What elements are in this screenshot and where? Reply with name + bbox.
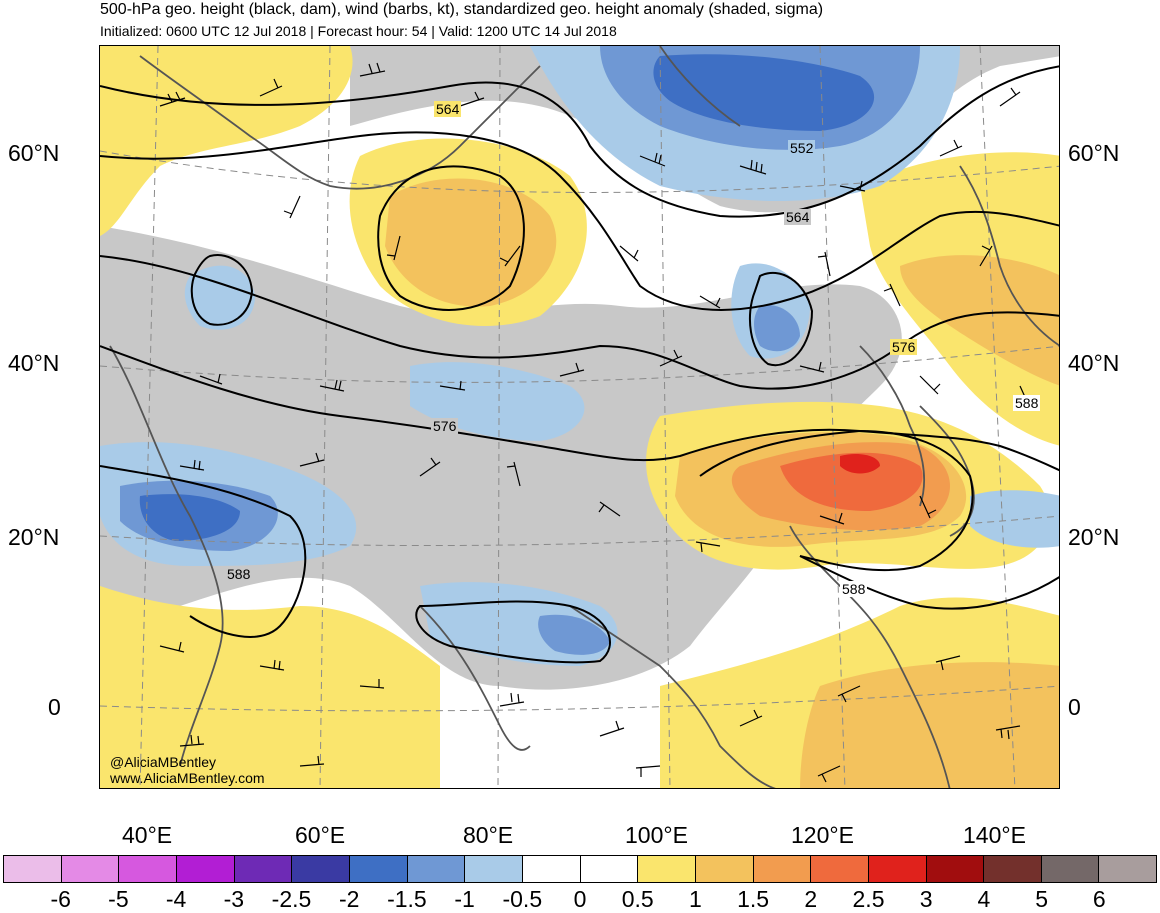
map-canvas [100,46,1059,788]
colorbar-swatch [753,856,812,882]
anomaly-colorbar [3,855,1157,883]
colorbar-label: 2 [804,886,818,912]
lat-label-left-40n: 40°N [8,350,60,376]
anomaly-lightblue-wpac [970,490,1059,548]
colorbar-label: 1 [688,886,702,912]
lon-label-100e: 100°E [625,822,688,848]
colorbar-label: 3 [919,886,933,912]
credit-handle: @AliciaMBentley [110,754,217,770]
wind-barbs [159,62,1037,783]
lat-label-right-20n: 20°N [1068,524,1120,550]
anomaly-deepblue-north [653,54,875,131]
colorbar-swatch [1099,856,1157,882]
contour-label-588-b: 588 [1013,395,1041,411]
lon-label-120e: 120°E [791,822,854,848]
colorbar-swatch [522,856,581,882]
colorbar-swatch [868,856,927,882]
credit-site: www.AliciaMBentley.com [110,770,265,786]
colorbar-swatch [119,856,177,882]
contour-label-588-c: 588 [840,581,868,597]
chart-subtitle: Initialized: 0600 UTC 12 Jul 2018 | Fore… [100,23,617,39]
anomaly-blue-india [538,614,610,655]
contour-label-564-a: 564 [434,101,462,117]
colorbar-swatch [638,856,696,882]
coastlines [109,46,1059,788]
lon-label-140e: 140°E [963,822,1026,848]
colorbar-swatch [61,856,120,882]
contour-label-576-a: 576 [431,418,459,434]
colorbar-label: 0.5 [621,886,654,912]
colorbar-swatch [292,856,350,882]
lon-label-80e: 80°E [463,822,514,848]
colorbar-label: -2.5 [271,886,312,912]
chart-title: 500-hPa geo. height (black, dam), wind (… [100,1,824,18]
colorbar-swatch [234,856,293,882]
anomaly-lightblue-caspian [184,265,255,330]
colorbar-swatch [407,856,466,882]
colorbar-swatch [1041,856,1100,882]
colorbar-label: 0 [573,886,587,912]
colorbar-label: -1 [454,886,475,912]
colorbar-swatch [176,856,235,882]
colorbar-label: -0.5 [502,886,543,912]
colorbar-swatch [4,856,62,882]
lat-label-left-20n: 20°N [8,524,60,550]
colorbar-label: -1.5 [387,886,427,912]
lat-label-right-40n: 40°N [1068,350,1120,376]
colorbar-label: -3 [223,886,245,912]
neutral-gray-region [100,226,902,690]
colorbar-swatch [465,856,523,882]
map-panel: 564 552 564 576 588 576 588 588 @AliciaM… [99,45,1060,789]
lat-label-left-0: 0 [48,694,61,720]
colorbar-label: 4 [977,886,991,912]
colorbar-label: -5 [108,886,129,912]
colorbar-swatch [926,856,985,882]
anomaly-orange-se [800,662,1059,788]
lat-label-right-0: 0 [1068,694,1081,720]
colorbar-label: 1.5 [737,886,770,912]
colorbar-label: 2.5 [852,886,885,912]
colorbar-label: -4 [165,886,187,912]
colorbar-swatch [349,856,408,882]
anomaly-red-dark [780,452,923,511]
colorbar-swatch [984,856,1042,882]
colorbar-swatch [580,856,639,882]
lon-label-40e: 40°E [122,822,173,848]
lon-label-60e: 60°E [295,822,346,848]
anomaly-orange-ne [900,255,1059,386]
lat-label-right-60n: 60°N [1068,140,1120,166]
lat-label-left-60n: 60°N [8,140,60,166]
colorbar-swatch [695,856,754,882]
anomaly-yellow-nw [100,46,353,236]
anomaly-orange-russia [385,178,557,307]
contour-label-564-b: 564 [784,209,812,225]
colorbar-label: 6 [1092,886,1106,912]
colorbar-swatch [811,856,869,882]
anomaly-yellow-south [100,586,440,788]
contour-label-588-a: 588 [225,566,253,582]
height-contours [100,65,1059,664]
colorbar-label: 5 [1035,886,1048,912]
anomaly-blue-japan [754,305,800,352]
contour-label-552: 552 [788,140,816,156]
anomaly-red-core [840,454,880,474]
colorbar-label: -6 [50,886,71,912]
contour-label-576-b: 576 [890,339,918,355]
colorbar-label: -2 [338,886,360,912]
